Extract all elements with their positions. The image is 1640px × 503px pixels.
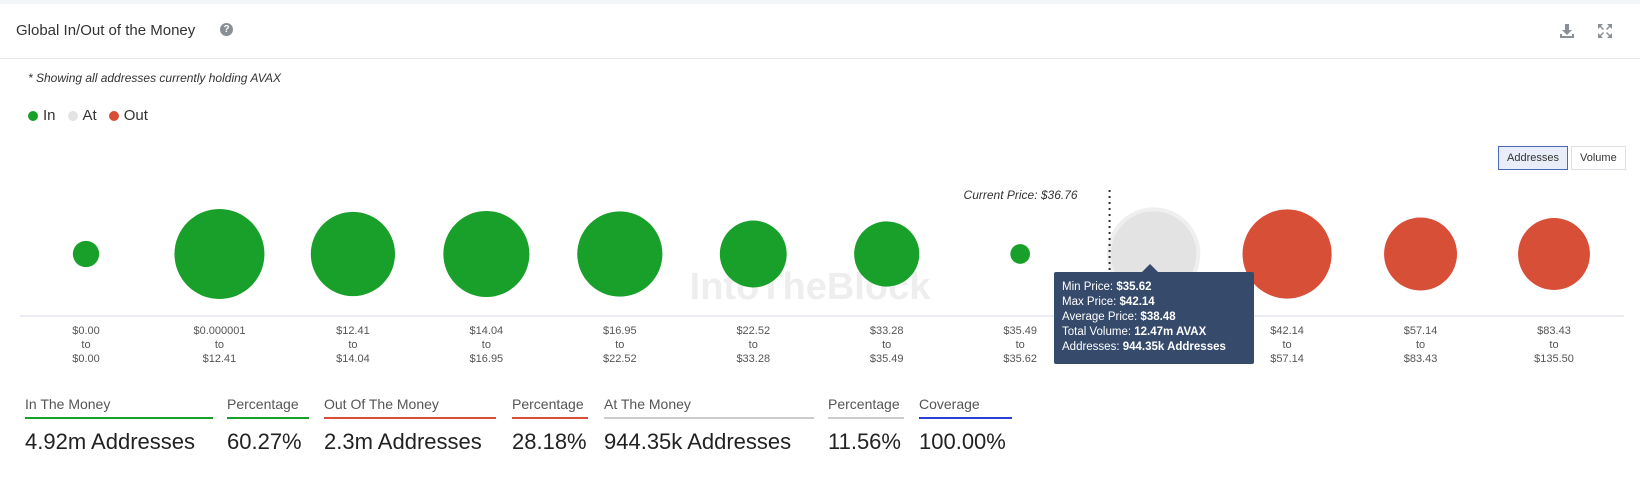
- range-to-label: $0.00: [72, 353, 100, 365]
- help-icon[interactable]: ?: [220, 23, 233, 36]
- legend-item-in[interactable]: In: [28, 107, 56, 124]
- tooltip-max-value: $42.14: [1119, 296, 1155, 308]
- addresses-toggle[interactable]: Addresses: [1498, 146, 1568, 170]
- legend-label-out: Out: [123, 107, 148, 124]
- range-from-label: $12.41: [336, 325, 370, 337]
- stat-value: 28.18%: [512, 429, 587, 454]
- stat-at-percentage: Percentage 11.56%: [828, 396, 904, 455]
- range-to-label: $16.95: [470, 353, 504, 365]
- stat-out-of-the-money: Out Of The Money 2.3m Addresses: [324, 396, 496, 455]
- stat-coverage: Coverage 100.00%: [919, 396, 1012, 455]
- tooltip-vol-value: 12.47m AVAX: [1134, 326, 1207, 338]
- stat-label: Out Of The Money: [324, 396, 496, 419]
- stat-value: 2.3m Addresses: [324, 429, 482, 454]
- bubble-9[interactable]: [1242, 209, 1332, 299]
- summary-stats: In The Money 4.92m Addresses Percentage …: [0, 396, 1640, 476]
- stat-label: Coverage: [919, 396, 1012, 419]
- stat-label: Percentage: [828, 396, 904, 419]
- range-from-label: $83.43: [1537, 325, 1571, 337]
- download-icon[interactable]: [1558, 22, 1576, 40]
- tooltip-addr-value: 944.35k Addresses: [1122, 341, 1226, 353]
- stat-in-percentage: Percentage 60.27%: [227, 396, 309, 455]
- range-to-label: $35.62: [1003, 353, 1037, 365]
- range-to-label: $135.50: [1534, 353, 1574, 365]
- range-to-word: to: [1282, 339, 1291, 351]
- stat-out-percentage: Percentage 28.18%: [512, 396, 588, 455]
- tooltip-max-label: Max Price:: [1062, 296, 1117, 308]
- tooltip-addr-label: Addresses:: [1062, 341, 1120, 353]
- holding-note: * Showing all addresses currently holdin…: [28, 71, 282, 85]
- tooltip-avg-label: Average Price:: [1062, 311, 1138, 323]
- legend-label-in: In: [43, 107, 56, 124]
- tooltip-min-label: Min Price:: [1062, 281, 1114, 293]
- panel-header: Global In/Out of the Money ?: [0, 4, 1640, 59]
- range-from-label: $33.28: [870, 325, 904, 337]
- bubble-chart: IntoTheBlock$0.00to$0.00$0.000001to$12.4…: [20, 188, 1624, 365]
- range-from-label: $42.14: [1270, 325, 1304, 337]
- stat-value: 11.56%: [828, 429, 901, 454]
- legend-item-at[interactable]: At: [67, 107, 97, 124]
- range-from-label: $35.49: [1003, 325, 1037, 337]
- bubble-1[interactable]: [174, 209, 265, 299]
- range-to-word: to: [882, 339, 891, 351]
- current-price-label: Current Price: $36.76: [964, 188, 1078, 202]
- stat-label: In The Money: [25, 396, 213, 419]
- range-from-label: $57.14: [1404, 325, 1438, 337]
- range-to-label: $12.41: [203, 353, 237, 365]
- stat-in-the-money: In The Money 4.92m Addresses: [25, 396, 213, 455]
- bubble-10[interactable]: [1384, 217, 1458, 291]
- bubble-7[interactable]: [1010, 244, 1031, 264]
- bubble-6[interactable]: [854, 221, 920, 287]
- range-to-label: $14.04: [336, 353, 370, 365]
- range-to-word: to: [749, 339, 758, 351]
- stat-at-the-money: At The Money 944.35k Addresses: [604, 396, 814, 455]
- range-to-label: $35.49: [870, 353, 904, 365]
- bubble-tooltip: Min Price: $35.62 Max Price: $42.14 Aver…: [1054, 264, 1254, 364]
- range-to-label: $83.43: [1404, 353, 1438, 365]
- stat-value: 944.35k Addresses: [604, 429, 792, 454]
- bubble-3[interactable]: [443, 210, 530, 298]
- range-to-label: $57.14: [1270, 353, 1304, 365]
- range-to-label: $33.28: [736, 353, 770, 365]
- range-to-word: to: [81, 339, 90, 351]
- range-to-word: to: [1549, 339, 1558, 351]
- stat-label: Percentage: [512, 396, 588, 419]
- tooltip-min-value: $35.62: [1116, 281, 1152, 293]
- bubble-5[interactable]: [719, 220, 787, 288]
- range-to-word: to: [482, 339, 491, 351]
- range-to-word: to: [348, 339, 357, 351]
- bubble-2[interactable]: [310, 211, 396, 297]
- bubble-4[interactable]: [577, 211, 663, 297]
- volume-toggle[interactable]: Volume: [1571, 146, 1626, 170]
- panel-title: Global In/Out of the Money: [16, 22, 196, 39]
- stat-value: 100.00%: [919, 429, 1006, 454]
- stat-value: 4.92m Addresses: [25, 429, 195, 454]
- bubble-0[interactable]: [72, 240, 100, 268]
- chart-panel: Global In/Out of the Money ? * Showing a…: [0, 4, 1640, 503]
- range-from-label: $0.000001: [193, 325, 245, 337]
- legend-dot-out: [108, 110, 119, 121]
- range-from-label: $0.00: [72, 325, 100, 337]
- legend: In At Out: [28, 107, 148, 124]
- range-to-word: to: [615, 339, 624, 351]
- legend-label-at: At: [82, 107, 97, 124]
- legend-item-out[interactable]: Out: [108, 107, 148, 124]
- stat-label: At The Money: [604, 396, 814, 419]
- legend-dot-at: [67, 110, 78, 121]
- range-to-word: to: [1416, 339, 1425, 351]
- range-to-word: to: [1016, 339, 1025, 351]
- stat-label: Percentage: [227, 396, 309, 419]
- legend-dot-in: [28, 110, 38, 121]
- range-to-word: to: [215, 339, 224, 351]
- range-from-label: $22.52: [736, 325, 770, 337]
- range-from-label: $16.95: [603, 325, 637, 337]
- tooltip-vol-label: Total Volume:: [1062, 326, 1132, 338]
- range-from-label: $14.04: [470, 325, 504, 337]
- bubble-11[interactable]: [1518, 218, 1590, 290]
- expand-icon[interactable]: [1596, 22, 1614, 40]
- tooltip-avg-value: $38.48: [1140, 311, 1176, 323]
- stat-value: 60.27%: [227, 429, 302, 454]
- range-to-label: $22.52: [603, 353, 637, 365]
